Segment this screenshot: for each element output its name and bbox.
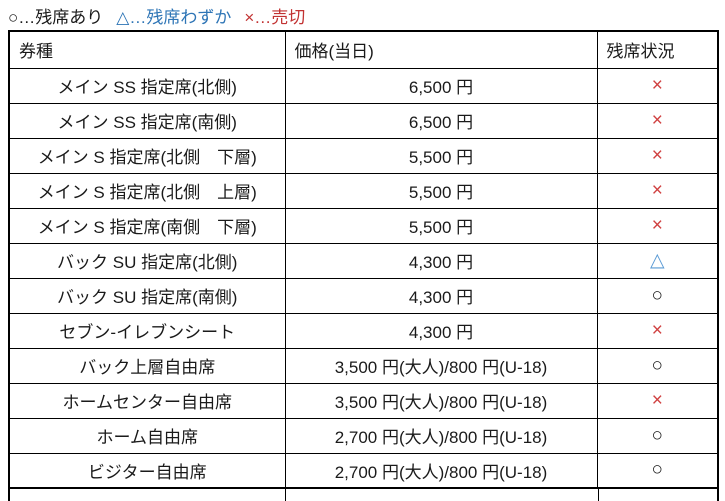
x-icon: × <box>651 179 663 201</box>
ticket-type-cell: メイン S 指定席(北側 下層) <box>8 137 286 174</box>
ticket-type-cell: バック SU 指定席(南側) <box>8 277 286 314</box>
legend-item-available: ○…残席あり <box>8 8 104 27</box>
price-cell: 4,300 円 <box>284 242 598 279</box>
table-row: ホームセンター自由席 3,500 円(大人)/800 円(U-18) × <box>8 382 719 419</box>
header-price: 価格(当日) <box>284 30 598 69</box>
availability-cell: ○ <box>596 417 719 454</box>
table-row: ホーム自由席 2,700 円(大人)/800 円(U-18) ○ <box>8 417 719 454</box>
table-row: メイン S 指定席(南側 下層) 5,500 円 × <box>8 207 719 244</box>
ticket-table-body: メイン SS 指定席(北側) 6,500 円 × メイン SS 指定席(南側) 6,50… <box>8 67 719 489</box>
price-cell: 6,500 円 <box>284 67 598 104</box>
ticket-type-cell: メイン S 指定席(南側 下層) <box>8 207 286 244</box>
circle-icon: ○ <box>651 424 663 446</box>
availability-legend: ○…残席あり △…残席わずか ×…売切 <box>8 3 318 28</box>
ticket-type-cell: ホームセンター自由席 <box>8 382 286 419</box>
availability-cell: ○ <box>596 277 719 314</box>
price-cell: 3,500 円(大人)/800 円(U-18) <box>284 347 598 384</box>
x-icon: × <box>651 109 663 131</box>
table-row: セブン-イレブンシート 4,300 円 × <box>8 312 719 349</box>
availability-cell: × <box>596 172 719 209</box>
availability-cell: ○ <box>596 347 719 384</box>
price-cell: 3,500 円(大人)/800 円(U-18) <box>284 382 598 419</box>
x-icon: × <box>651 214 663 236</box>
price-cell: 2,700 円(大人)/800 円(U-18) <box>284 452 598 489</box>
availability-cell: × <box>596 312 719 349</box>
circle-icon: ○ <box>651 284 663 306</box>
ticket-type-cell: メイン S 指定席(北側 上層) <box>8 172 286 209</box>
ticket-type-cell: メイン SS 指定席(南側) <box>8 102 286 139</box>
table-row: メイン S 指定席(北側 上層) 5,500 円 × <box>8 172 719 209</box>
ticket-type-cell: ビジター自由席 <box>8 452 286 489</box>
availability-cell: ○ <box>596 452 719 489</box>
header-ticket-type: 券種 <box>8 30 286 69</box>
table-row: メイン S 指定席(北側 下層) 5,500 円 × <box>8 137 719 174</box>
price-cell: 2,700 円(大人)/800 円(U-18) <box>284 417 598 454</box>
header-row: 券種 価格(当日) 残席状況 <box>8 30 719 69</box>
ticket-type-cell: メイン SS 指定席(北側) <box>8 67 286 104</box>
cutoff-row-border-col1 <box>285 487 286 501</box>
ticket-availability-table: 券種 価格(当日) 残席状況 メイン SS 指定席(北側) 6,500 円 × メイン… <box>8 30 719 489</box>
cutoff-row-border-right <box>717 487 719 501</box>
cutoff-row-border-col2 <box>598 487 599 501</box>
ticket-type-cell: バック SU 指定席(北側) <box>8 242 286 279</box>
table-row: メイン SS 指定席(北側) 6,500 円 × <box>8 67 719 104</box>
availability-cell: △ <box>596 242 719 279</box>
availability-cell: × <box>596 207 719 244</box>
table-row: バック上層自由席 3,500 円(大人)/800 円(U-18) ○ <box>8 347 719 384</box>
x-icon: × <box>651 144 663 166</box>
circle-icon: ○ <box>651 459 663 481</box>
price-cell: 6,500 円 <box>284 102 598 139</box>
table-row: メイン SS 指定席(南側) 6,500 円 × <box>8 102 719 139</box>
ticket-table-container: 券種 価格(当日) 残席状況 メイン SS 指定席(北側) 6,500 円 × メイン… <box>8 30 719 501</box>
legend-item-sold-out: ×…売切 <box>244 8 306 27</box>
ticket-type-cell: バック上層自由席 <box>8 347 286 384</box>
table-row: バック SU 指定席(南側) 4,300 円 ○ <box>8 277 719 314</box>
table-row: バック SU 指定席(北側) 4,300 円 △ <box>8 242 719 279</box>
ticket-type-cell: セブン-イレブンシート <box>8 312 286 349</box>
price-cell: 5,500 円 <box>284 207 598 244</box>
cutoff-row-border-left <box>8 487 10 501</box>
x-icon: × <box>651 389 663 411</box>
availability-cell: × <box>596 102 719 139</box>
ticket-type-cell: ホーム自由席 <box>8 417 286 454</box>
x-icon: × <box>651 74 663 96</box>
price-cell: 4,300 円 <box>284 277 598 314</box>
table-row: ビジター自由席 2,700 円(大人)/800 円(U-18) ○ <box>8 452 719 489</box>
price-cell: 4,300 円 <box>284 312 598 349</box>
price-cell: 5,500 円 <box>284 137 598 174</box>
x-icon: × <box>651 319 663 341</box>
legend-item-few-left: △…残席わずか <box>116 8 232 27</box>
price-cell: 5,500 円 <box>284 172 598 209</box>
triangle-icon: △ <box>649 249 665 271</box>
header-availability: 残席状況 <box>596 30 719 69</box>
availability-cell: × <box>596 67 719 104</box>
availability-cell: × <box>596 382 719 419</box>
availability-cell: × <box>596 137 719 174</box>
circle-icon: ○ <box>651 354 663 376</box>
